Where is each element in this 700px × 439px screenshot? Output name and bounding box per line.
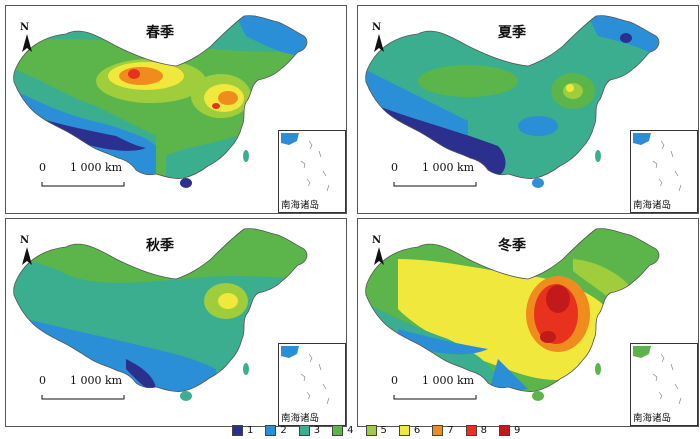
map-panel-spring: N 春季 0 1 000 km 南海诸岛	[5, 5, 347, 214]
legend-label: 4	[347, 424, 354, 436]
legend-swatch	[398, 424, 410, 436]
south-china-sea-inset: 南海诸岛	[278, 343, 346, 426]
south-china-sea-inset: 南海诸岛	[278, 130, 346, 213]
china-map-autumn	[13, 228, 308, 401]
legend-label: 3	[313, 424, 321, 436]
legend-item: 7	[432, 424, 454, 436]
legend-label: 5	[380, 424, 387, 436]
scale-distance-label: 1 000 km	[422, 374, 475, 387]
inset-label: 南海诸岛	[633, 413, 672, 424]
season-title: 冬季	[498, 238, 526, 254]
north-label: N	[372, 22, 382, 33]
legend-swatch	[499, 424, 510, 436]
inset-label: 南海诸岛	[281, 413, 320, 424]
south-china-sea-inset: 南海诸岛	[630, 343, 698, 426]
legend-swatch	[265, 424, 277, 436]
scale-zero-label: 0	[391, 161, 398, 174]
north-label: N	[20, 22, 30, 33]
legend-item: 5	[365, 424, 387, 436]
inset-label: 南海诸岛	[633, 200, 672, 211]
north-arrow-icon	[374, 34, 384, 52]
north-arrow-icon	[22, 247, 32, 265]
map-panel-summer: N 夏季 0 1 000 km 南海诸岛	[357, 5, 699, 214]
scale-distance-label: 1 000 km	[70, 374, 123, 387]
north-arrow-icon	[22, 34, 32, 52]
season-title: 春季	[146, 25, 174, 41]
legend-swatch	[232, 424, 243, 436]
legend-item: 1	[232, 424, 254, 436]
legend-label: 6	[413, 424, 421, 436]
scale-distance-label: 1 000 km	[422, 161, 475, 174]
scale-bar	[41, 395, 125, 400]
china-map-summer	[365, 15, 660, 188]
legend-swatch	[465, 424, 477, 436]
legend-item: 9	[499, 424, 521, 436]
scale-bar	[393, 395, 477, 400]
legend-swatch	[332, 424, 344, 436]
south-china-sea-inset: 南海诸岛	[630, 130, 698, 213]
map-panel-winter: N 冬季 0 1 000 km 南海诸岛	[357, 218, 699, 427]
china-map-spring	[13, 15, 308, 188]
scale-distance-label: 1 000 km	[70, 161, 123, 174]
legend-item: 2	[265, 424, 287, 436]
scale-zero-label: 0	[39, 374, 46, 387]
legend-swatch	[432, 424, 444, 436]
scale-bar	[393, 182, 477, 187]
china-map-winter	[365, 228, 660, 401]
legend-swatch	[365, 424, 377, 436]
north-arrow-icon	[374, 247, 384, 265]
legend-label: 7	[447, 424, 454, 436]
north-label: N	[20, 235, 30, 246]
season-title: 夏季	[498, 25, 526, 41]
legend-label: 8	[480, 424, 487, 436]
scale-zero-label: 0	[39, 161, 46, 174]
scale-bar	[41, 182, 125, 187]
scale-zero-label: 0	[391, 374, 398, 387]
legend-label: 2	[280, 424, 287, 436]
legend: 1 2 3 4 5 6 7 8 9	[232, 423, 520, 437]
legend-item: 6	[398, 424, 421, 436]
map-panel-autumn: N 秋季 0 1 000 km 南海诸岛	[5, 218, 347, 427]
legend-label: 1	[247, 424, 254, 436]
legend-item: 3	[298, 424, 321, 436]
legend-label: 9	[514, 424, 521, 436]
inset-label: 南海诸岛	[281, 200, 320, 211]
north-label: N	[372, 235, 382, 246]
legend-item: 8	[465, 424, 487, 436]
legend-swatch	[298, 424, 310, 436]
season-title: 秋季	[146, 238, 174, 254]
legend-item: 4	[332, 424, 354, 436]
